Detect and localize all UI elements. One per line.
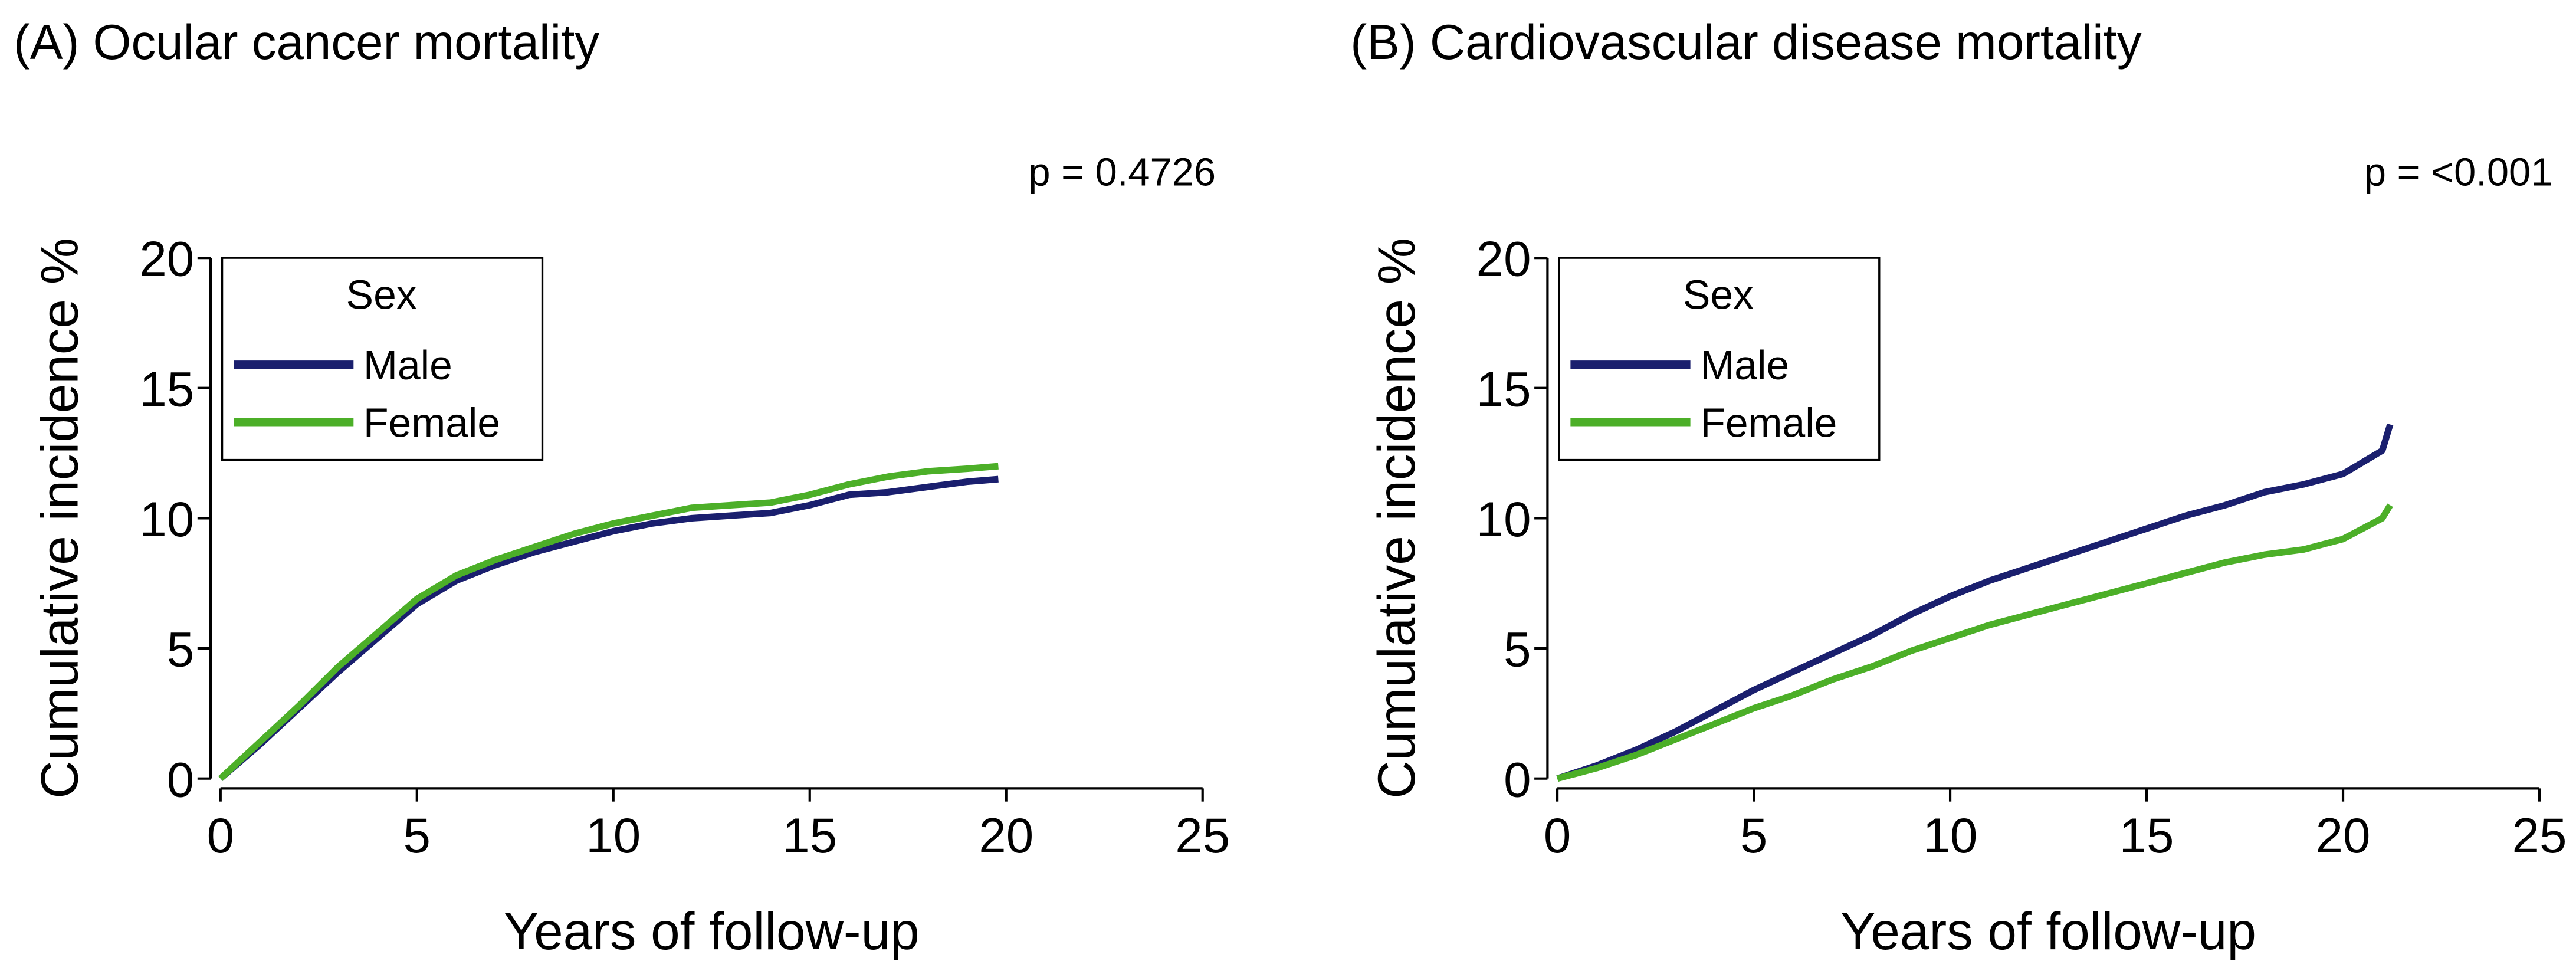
series-line xyxy=(1556,423,2394,782)
chart-title: (A) Ocular cancer mortality xyxy=(14,14,599,70)
x-tick-label: 25 xyxy=(1175,808,1230,863)
legend-title: Sex xyxy=(1683,271,1754,317)
y-tick-label: 5 xyxy=(1504,622,1531,677)
x-tick-label: 20 xyxy=(2316,808,2371,863)
y-axis-label: Cumulative incidence % xyxy=(30,238,89,799)
x-tick-label: 15 xyxy=(782,808,837,863)
y-tick-label: 10 xyxy=(1476,491,1531,547)
legend-title: Sex xyxy=(346,271,417,317)
y-axis-label: Cumulative incidence % xyxy=(1367,238,1426,799)
series-line xyxy=(218,463,999,781)
x-axis-label: Years of follow-up xyxy=(1840,901,2256,960)
legend-label: Male xyxy=(363,342,452,388)
legend-label: Female xyxy=(1700,400,1837,446)
x-tick-label: 10 xyxy=(586,808,641,863)
y-tick-label: 10 xyxy=(139,491,194,547)
legend-label: Male xyxy=(1700,342,1789,388)
x-tick-label: 0 xyxy=(207,808,234,863)
x-tick-label: 10 xyxy=(1923,808,1978,863)
x-tick-label: 0 xyxy=(1544,808,1571,863)
series-line xyxy=(218,475,999,781)
y-tick-label: 20 xyxy=(1476,231,1531,287)
x-tick-label: 20 xyxy=(979,808,1033,863)
y-tick-label: 15 xyxy=(139,361,194,417)
x-tick-label: 5 xyxy=(403,808,431,863)
legend-label: Female xyxy=(363,400,500,446)
x-tick-label: 5 xyxy=(1740,808,1767,863)
annotation: p = <0.001 xyxy=(2364,151,2552,195)
y-tick-label: 0 xyxy=(167,752,194,807)
annotation: p = 0.4726 xyxy=(1028,151,1216,195)
y-tick-label: 20 xyxy=(139,231,194,287)
x-tick-label: 25 xyxy=(2512,808,2567,863)
x-tick-label: 15 xyxy=(2119,808,2174,863)
y-tick-label: 15 xyxy=(1476,361,1531,417)
series-line xyxy=(1556,503,2393,782)
chart-title: (B) Cardiovascular disease mortality xyxy=(1350,14,2142,70)
x-axis-label: Years of follow-up xyxy=(504,901,920,960)
y-tick-label: 5 xyxy=(167,622,194,677)
y-tick-label: 0 xyxy=(1504,752,1531,807)
